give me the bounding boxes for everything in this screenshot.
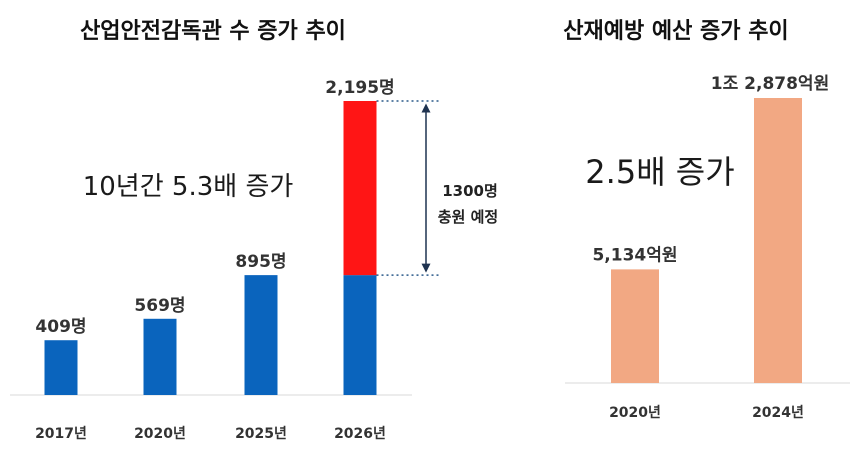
left-chart-annotation: 10년간 5.3배 증가 xyxy=(83,172,294,202)
right-chart-annotation: 2.5배 증가 xyxy=(585,153,734,191)
bracket-label-count: 1300명 xyxy=(442,182,498,200)
right-chart-value-labels: 5,134억원 1조 2,878억원 xyxy=(592,74,829,265)
budget-label-0: 5,134억원 xyxy=(592,245,677,265)
left-chart: 산업안전감독관 수 증가 추이 10년간 5.3배 증가 409명 569명 895… xyxy=(10,19,498,442)
x-tick-0: 2017년 xyxy=(35,426,87,442)
right-chart-title: 산재예방 예산 증가 추이 xyxy=(563,19,788,44)
x-tick-3: 2026년 xyxy=(334,426,386,442)
budget-bar-0 xyxy=(611,269,659,383)
right-chart-bars xyxy=(611,98,802,383)
left-chart-bars xyxy=(44,101,377,395)
value-label-0: 409명 xyxy=(35,317,86,337)
bar-current-1 xyxy=(143,318,177,395)
bar-current-2 xyxy=(244,275,278,395)
budget-x-tick-1: 2024년 xyxy=(752,405,804,421)
budget-bar-1 xyxy=(754,98,802,383)
bar-current-3 xyxy=(343,275,377,395)
left-chart-x-ticks: 2017년 2020년 2025년 2026년 xyxy=(35,426,386,442)
bracket-label-plan: 충원 예정 xyxy=(438,208,498,226)
bar-current-0 xyxy=(44,340,78,395)
value-label-1: 569명 xyxy=(134,296,185,316)
budget-label-1: 1조 2,878억원 xyxy=(711,74,829,94)
x-tick-2: 2025년 xyxy=(235,426,287,442)
value-label-3: 2,195명 xyxy=(325,78,394,98)
left-chart-value-labels: 409명 569명 895명 2,195명 xyxy=(35,78,394,337)
bar-planned-3 xyxy=(343,101,377,276)
value-label-2: 895명 xyxy=(235,252,286,272)
budget-x-tick-0: 2020년 xyxy=(609,405,661,421)
right-chart-x-ticks: 2020년 2024년 xyxy=(609,405,804,421)
left-chart-title: 산업안전감독관 수 증가 추이 xyxy=(80,19,346,44)
x-tick-1: 2020년 xyxy=(134,426,186,442)
left-chart-increase-bracket: 1300명 충원 예정 xyxy=(376,100,498,276)
